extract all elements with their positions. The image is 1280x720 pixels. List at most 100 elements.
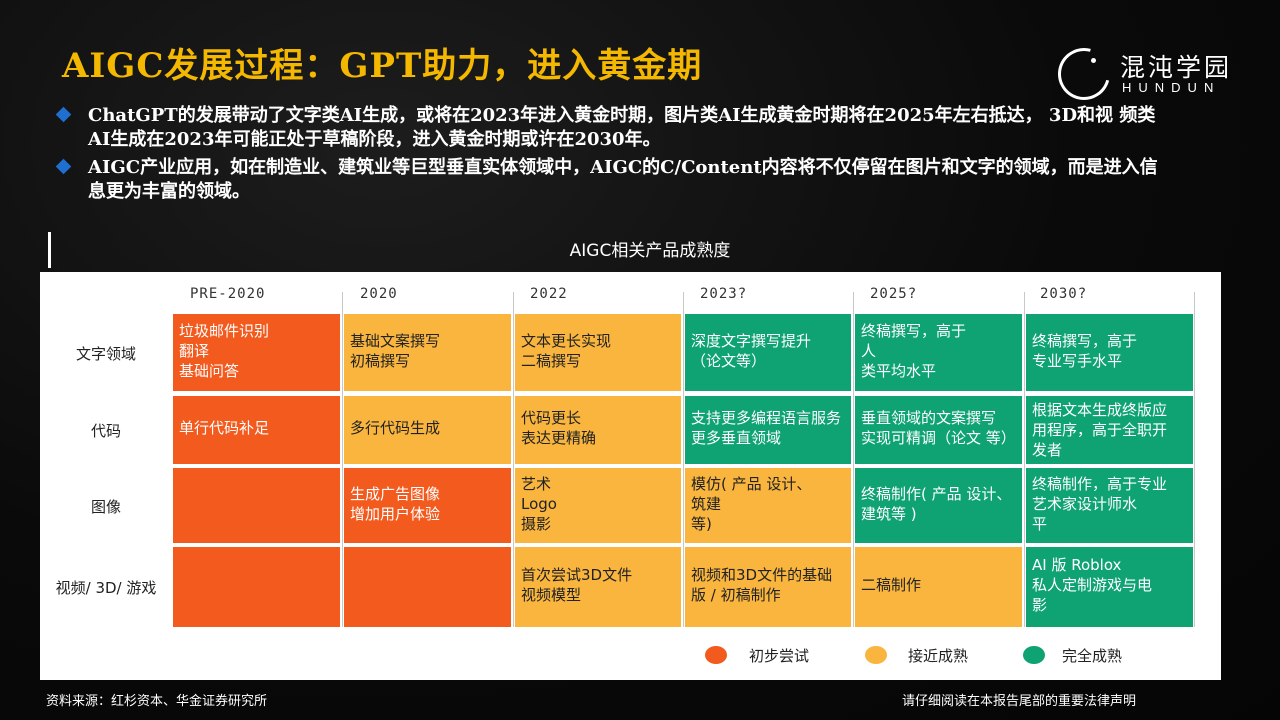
maturity-cell: 首次尝试3D文件 视频模型 bbox=[515, 547, 681, 627]
cell-text-line: 基础问答 bbox=[179, 361, 240, 380]
cell-text-line: 版 / 初稿制作 bbox=[691, 586, 781, 604]
cell-text-line: 基础文案撰写 bbox=[350, 331, 441, 350]
column-header: PRE-2020 bbox=[190, 286, 266, 302]
maturity-cell: 终稿撰写，高于人类平均水平 bbox=[855, 314, 1022, 391]
column-divider bbox=[683, 292, 684, 627]
cell-text-line: Logo bbox=[521, 494, 557, 513]
column-divider bbox=[1024, 292, 1025, 627]
maturity-cell: 艺术 Logo 摄影 bbox=[515, 468, 681, 543]
cell-text-line: 筑建 bbox=[691, 494, 722, 513]
maturity-cell: 根据文本生成终版应 用程序，高于全职开 发者 bbox=[1026, 396, 1193, 464]
cell-text-line: 艺术家设计师水 bbox=[1032, 494, 1138, 513]
maturity-cell: 多行代码生成 bbox=[344, 396, 511, 464]
cell-text-line: 实现可精调（论文 等） bbox=[861, 429, 1016, 447]
legend-dot-icon bbox=[1023, 646, 1045, 664]
cell-text-line: 更多垂直领域 bbox=[691, 429, 782, 447]
maturity-cell: 代码更长 表达更精确 bbox=[515, 396, 681, 464]
cell-text-line: 摄影 bbox=[521, 514, 552, 533]
cell-text-line: 人 bbox=[861, 341, 877, 360]
logo-en-text: HUNDUN bbox=[1122, 80, 1221, 95]
legend-label: 完全成熟 bbox=[1062, 647, 1123, 665]
bullet-list: ChatGPT的发展带动了文字类AI生成，或将在2023年进入黄金时期，图片类A… bbox=[52, 104, 1162, 208]
cell-text-line: 支持更多编程语言服务 bbox=[691, 409, 842, 427]
bullet-text: AIGC产业应用，如在制造业、建筑业等巨型垂直实体领域中，AIGC的C/Cont… bbox=[88, 157, 1158, 202]
diamond-bullet-icon bbox=[55, 158, 72, 175]
maturity-cell: 终稿制作，高于专业 艺术家设计师水平 bbox=[1026, 468, 1193, 543]
hundun-logo: 混沌学园 HUNDUN bbox=[1048, 38, 1248, 110]
cell-text-line: 模仿( 产品 设计、 bbox=[691, 474, 812, 493]
cell-text-line: 增加用户体验 bbox=[350, 504, 441, 523]
row-label: 代码 bbox=[90, 422, 121, 440]
cell-text-line: 终稿撰写，高于 bbox=[861, 321, 967, 340]
cell-text-line: 终稿制作( 产品 设计、 bbox=[861, 484, 1012, 503]
legal-note: 请仔细阅读在本报告尾部的重要法律声明 bbox=[902, 694, 1137, 709]
maturity-cell: 垃圾邮件识别 翻译 基础问答 bbox=[173, 314, 340, 391]
cell-text-line: 影 bbox=[1032, 596, 1048, 614]
maturity-cell: 二稿制作 bbox=[855, 547, 1022, 627]
cell-text-line: 专业写手水平 bbox=[1032, 351, 1123, 370]
bullet-item: ChatGPT的发展带动了文字类AI生成，或将在2023年进入黄金时期，图片类A… bbox=[52, 104, 1162, 152]
maturity-cell: 模仿( 产品 设计、 筑建 等) bbox=[685, 468, 851, 543]
cell-text-line: 终稿制作，高于专业 bbox=[1032, 474, 1168, 493]
logo-cn-text: 混沌学园 bbox=[1120, 53, 1233, 82]
column-header: 2022 bbox=[530, 286, 568, 302]
cell-text-line: 平 bbox=[1032, 514, 1048, 533]
maturity-cell: 生成广告图像 增加用户体验 bbox=[344, 468, 511, 543]
maturity-cell: 终稿制作( 产品 设计、 建筑等 ) bbox=[855, 468, 1022, 543]
cell-text-line: 视频和3D文件的基础 bbox=[691, 566, 833, 584]
cell-text-line: 文本更长实现 bbox=[521, 331, 612, 350]
maturity-cell: 终稿撰写，高于 专业写手水平 bbox=[1026, 314, 1193, 391]
cell-text-line: （论文等） bbox=[691, 351, 767, 370]
cell-text-line: 多行代码生成 bbox=[350, 419, 441, 437]
cell-text-line: 终稿撰写，高于 bbox=[1032, 331, 1138, 350]
legend-label: 接近成熟 bbox=[908, 647, 969, 665]
column-header: 2025? bbox=[870, 286, 918, 302]
cell-text-line: 视频模型 bbox=[521, 586, 582, 604]
legend-dot-icon bbox=[705, 646, 727, 664]
maturity-cell: 基础文案撰写 初稿撰写 bbox=[344, 314, 511, 391]
logo-ring-icon bbox=[1048, 38, 1120, 110]
maturity-cell: AI 版 Roblox 私人定制游戏与电影 bbox=[1026, 547, 1193, 627]
cell-text-line: 单行代码补足 bbox=[179, 419, 270, 437]
column-divider bbox=[853, 292, 854, 627]
cell-text-line: 垂直领域的文案撰写 bbox=[861, 409, 997, 427]
source-note: 资料来源：红杉资本、华金证券研究所 bbox=[46, 694, 268, 709]
row-label: 视频/ 3D/ 游戏 bbox=[55, 579, 157, 597]
cell-text-line: 二稿制作 bbox=[861, 576, 922, 594]
column-header: 2023? bbox=[700, 286, 748, 302]
cell-text-line: 首次尝试3D文件 bbox=[521, 566, 633, 584]
cell-text-line: 艺术 bbox=[521, 474, 552, 493]
cell-text-line: 等) bbox=[691, 514, 712, 533]
cell-text-line: AI 版 Roblox bbox=[1032, 556, 1122, 574]
cell-text-line: 初稿撰写 bbox=[350, 351, 411, 370]
cell-text-line: 二稿撰写 bbox=[521, 351, 582, 370]
diamond-bullet-icon bbox=[55, 106, 72, 123]
cell-text-line: 发者 bbox=[1032, 441, 1063, 459]
cell-text-line: 根据文本生成终版应 bbox=[1032, 401, 1168, 419]
maturity-table: PRE-2020 2020 2022 2023? 2025? 2030? 文字领域 垃圾邮件识… bbox=[40, 272, 1221, 680]
column-divider bbox=[342, 292, 343, 627]
maturity-cell: 深度文字撰写提升 （论文等） bbox=[685, 314, 851, 391]
maturity-cell: 支持更多编程语言服务 更多垂直领域 bbox=[685, 396, 851, 464]
cell-text-line: 垃圾邮件识别 bbox=[179, 321, 270, 340]
column-header: 2020 bbox=[360, 286, 398, 302]
cell-text-line: 私人定制游戏与电 bbox=[1032, 576, 1153, 594]
legend-dot-icon bbox=[865, 646, 887, 664]
bullet-text: ChatGPT的发展带动了文字类AI生成，或将在2023年进入黄金时期，图片类A… bbox=[88, 105, 1156, 150]
legend-label: 初步尝试 bbox=[749, 647, 810, 665]
maturity-cell bbox=[173, 468, 340, 543]
maturity-cell: 单行代码补足 bbox=[173, 396, 340, 464]
cell-text-line: 用程序，高于全职开 bbox=[1032, 421, 1168, 439]
maturity-cell: 文本更长实现 二稿撰写 bbox=[515, 314, 681, 391]
chart-title: AIGC相关产品成熟度 bbox=[569, 241, 731, 261]
maturity-cell: 视频和3D文件的基础版 / 初稿制作 bbox=[685, 547, 851, 627]
slide-title: AIGC发展过程：GPT助力，进入黄金期 bbox=[62, 46, 703, 86]
section-marker bbox=[48, 232, 51, 268]
cell-text-line: 翻译 bbox=[179, 341, 210, 360]
logo-dot-icon bbox=[1091, 58, 1096, 63]
column-header: 2030? bbox=[1040, 286, 1088, 302]
cell-text-line: 生成广告图像 bbox=[350, 484, 441, 503]
cell-text-line: 类平均水平 bbox=[861, 361, 937, 380]
column-divider bbox=[513, 292, 514, 627]
bullet-item: AIGC产业应用，如在制造业、建筑业等巨型垂直实体领域中，AIGC的C/Cont… bbox=[52, 156, 1162, 204]
